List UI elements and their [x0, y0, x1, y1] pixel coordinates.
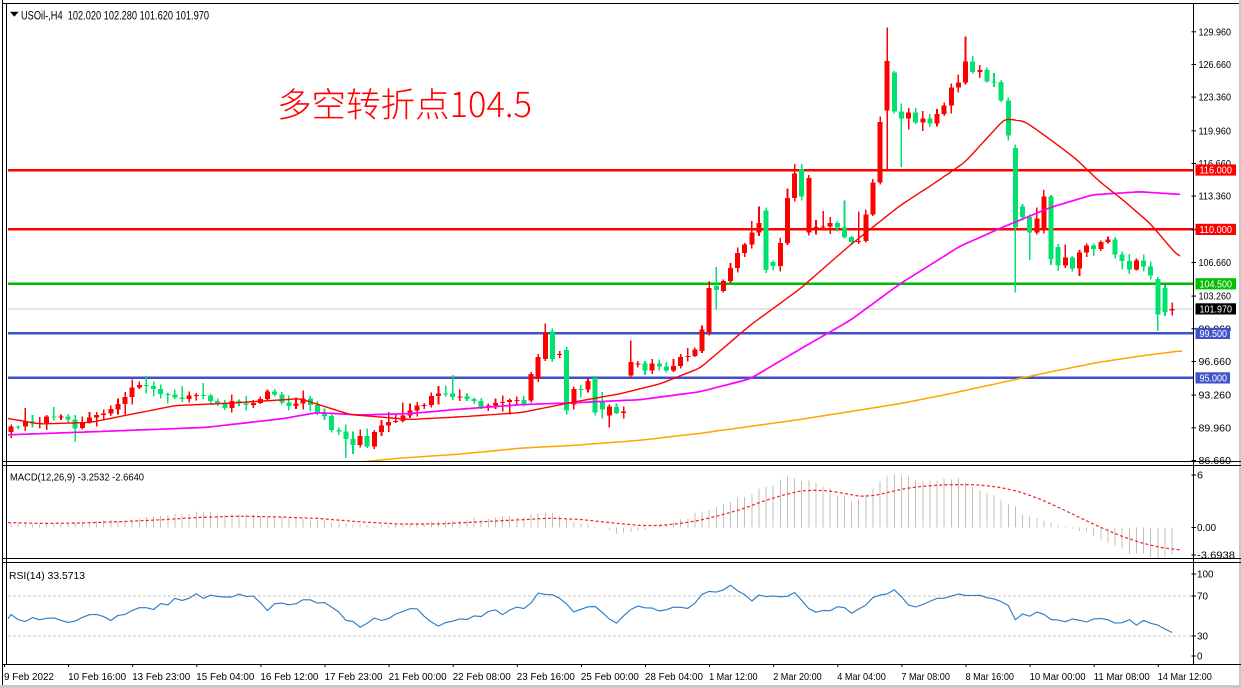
svg-text:21 Feb 00:00: 21 Feb 00:00: [389, 671, 447, 683]
svg-text:30: 30: [1197, 632, 1208, 643]
svg-text:0: 0: [1197, 652, 1203, 663]
svg-text:103.260: 103.260: [1199, 292, 1232, 303]
svg-text:9 Feb 2022: 9 Feb 2022: [4, 671, 54, 683]
svg-text:123.360: 123.360: [1199, 93, 1232, 104]
svg-text:126.660: 126.660: [1199, 60, 1232, 71]
svg-text:22 Feb 08:00: 22 Feb 08:00: [453, 671, 511, 683]
svg-text:-3.6938: -3.6938: [1197, 551, 1235, 562]
svg-text:10 Feb 16:00: 10 Feb 16:00: [68, 671, 126, 683]
svg-text:13 Feb 23:00: 13 Feb 23:00: [132, 671, 190, 683]
svg-text:28 Feb 04:00: 28 Feb 04:00: [645, 671, 703, 683]
svg-text:USOil-,H4 102.020 102.280 101: USOil-,H4 102.020 102.280 101.620 101.97…: [21, 11, 209, 23]
svg-text:70: 70: [1197, 592, 1208, 603]
svg-text:119.960: 119.960: [1199, 126, 1232, 137]
svg-text:95.000: 95.000: [1200, 373, 1228, 384]
svg-text:86.660: 86.660: [1199, 456, 1232, 467]
svg-text:6: 6: [1197, 471, 1203, 482]
svg-text:93.260: 93.260: [1199, 391, 1232, 402]
svg-text:23 Feb 16:00: 23 Feb 16:00: [517, 671, 575, 683]
svg-text:1 Mar 12:00: 1 Mar 12:00: [709, 671, 758, 683]
svg-text:96.660: 96.660: [1199, 357, 1232, 368]
svg-text:129.960: 129.960: [1199, 27, 1232, 38]
svg-text:15 Feb 04:00: 15 Feb 04:00: [196, 671, 254, 683]
svg-text:8 Mar 16:00: 8 Mar 16:00: [966, 671, 1015, 683]
svg-text:99.500: 99.500: [1200, 329, 1228, 340]
svg-text:100: 100: [1197, 570, 1214, 581]
svg-text:25 Feb 00:00: 25 Feb 00:00: [581, 671, 639, 683]
svg-text:104.500: 104.500: [1200, 279, 1233, 290]
svg-text:101.970: 101.970: [1200, 304, 1233, 315]
svg-text:14 Mar 12:00: 14 Mar 12:00: [1158, 671, 1212, 683]
svg-text:RSI(14) 33.5713: RSI(14) 33.5713: [9, 570, 85, 582]
svg-text:89.960: 89.960: [1199, 423, 1232, 434]
svg-text:17 Feb 23:00: 17 Feb 23:00: [325, 671, 383, 683]
svg-text:116.000: 116.000: [1200, 166, 1233, 177]
svg-text:0.00: 0.00: [1197, 523, 1216, 534]
svg-text:113.360: 113.360: [1199, 192, 1232, 203]
svg-text:10 Mar 00:00: 10 Mar 00:00: [1030, 671, 1086, 683]
svg-text:4 Mar 04:00: 4 Mar 04:00: [837, 671, 886, 683]
svg-text:11 Mar 08:00: 11 Mar 08:00: [1094, 671, 1150, 683]
svg-text:MACD(12,26,9) -3.2532 -2.6640: MACD(12,26,9) -3.2532 -2.6640: [10, 472, 144, 484]
svg-text:106.660: 106.660: [1199, 258, 1232, 269]
svg-text:2 Mar 20:00: 2 Mar 20:00: [773, 671, 822, 683]
svg-text:16 Feb 12:00: 16 Feb 12:00: [260, 671, 318, 683]
svg-text:7 Mar 08:00: 7 Mar 08:00: [901, 671, 950, 683]
svg-text:110.000: 110.000: [1200, 225, 1233, 236]
